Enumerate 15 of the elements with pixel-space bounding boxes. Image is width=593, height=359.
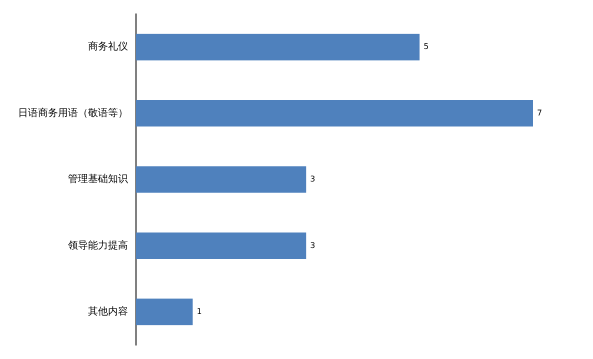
y-tick-label: 领导能力提高 (68, 239, 128, 252)
y-tick-label: 商务礼仪 (88, 40, 128, 53)
bar (136, 100, 533, 127)
y-tick-label: 其他内容 (88, 305, 128, 318)
bar (136, 166, 306, 193)
bar (136, 232, 306, 259)
data-label: 3 (310, 174, 316, 184)
data-label: 7 (537, 108, 542, 118)
data-label: 5 (424, 42, 429, 52)
data-label: 1 (196, 306, 202, 316)
y-tick-label: 日语商务用语（敬语等） (18, 106, 128, 119)
y-tick-label: 管理基础知识 (68, 173, 128, 186)
data-label: 3 (310, 240, 316, 250)
bar (136, 34, 420, 60)
bar (136, 298, 193, 326)
